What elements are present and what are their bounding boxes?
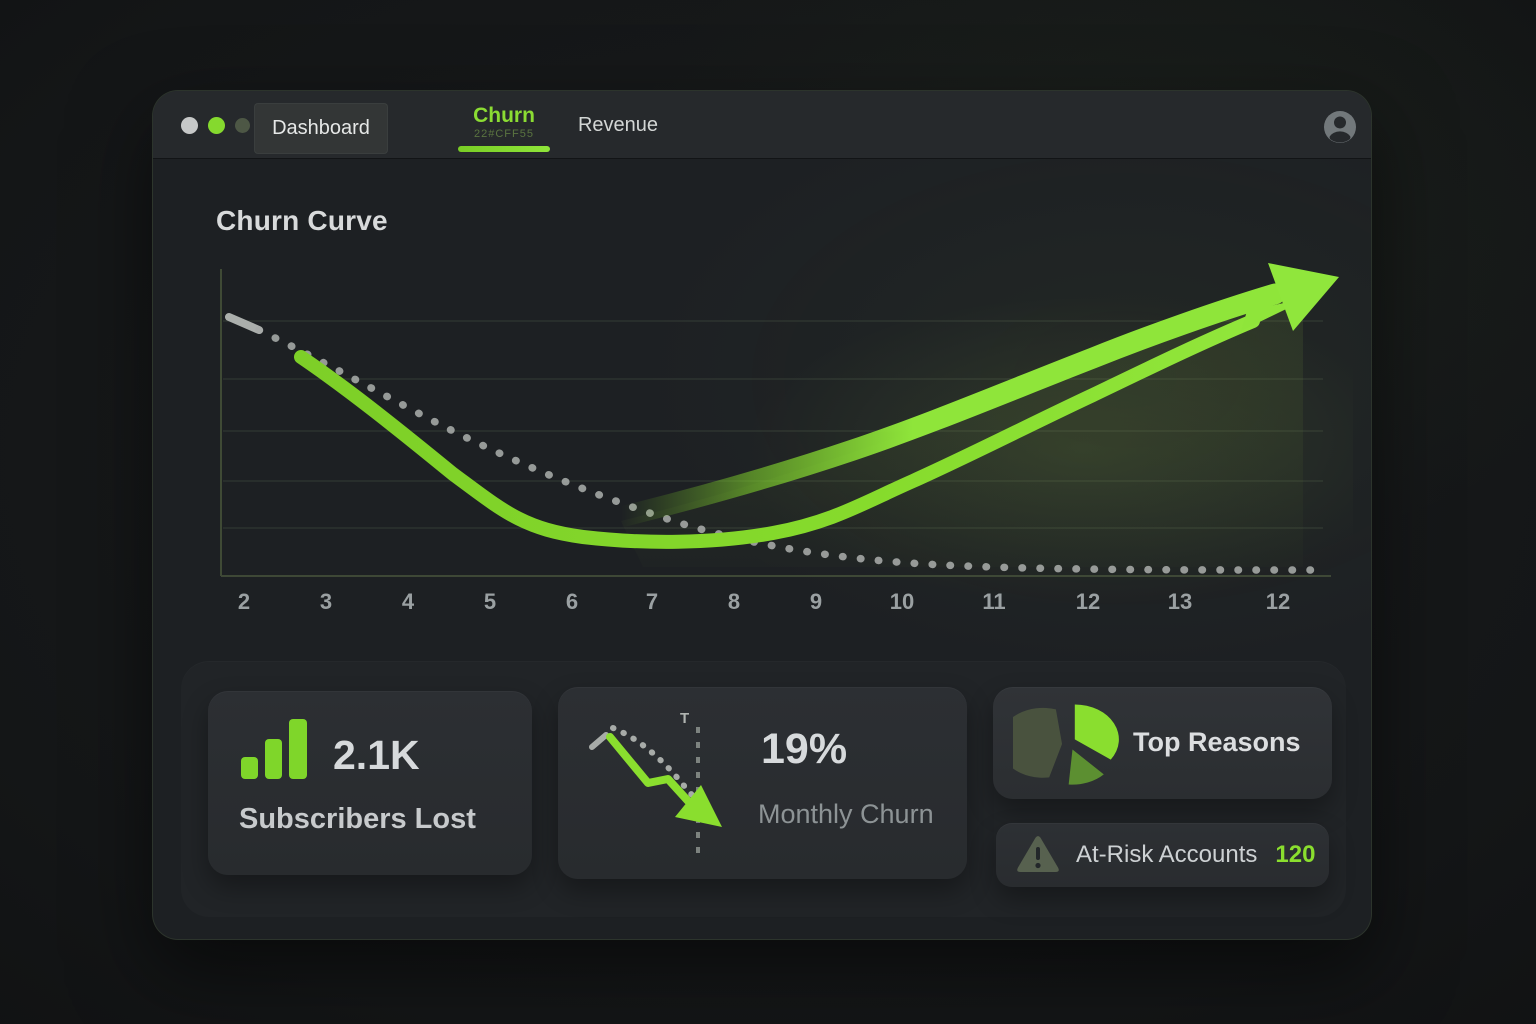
baseline-dotted-curve: [225, 313, 1325, 574]
user-avatar-icon: [1324, 111, 1356, 143]
active-tab-underline: [458, 146, 550, 152]
bar-chart-icon: [241, 719, 307, 779]
at-risk-accounts-card[interactable]: At-Risk Accounts 120: [996, 823, 1329, 887]
churn-curve-chart: 2 3 4 5 6 7 8 9 10 11 12 13 12: [220, 263, 1353, 614]
tab-churn-label: Churn: [473, 104, 535, 127]
window-dot-2-icon[interactable]: [208, 116, 225, 134]
monthly-churn-card: T 19% Monthly Churn: [558, 687, 967, 879]
churn-upper-curve: [610, 283, 1286, 528]
x-tick: 9: [810, 589, 822, 614]
x-tick: 4: [402, 589, 415, 614]
tab-dashboard[interactable]: Dashboard: [254, 103, 388, 154]
monthly-churn-label: Monthly Churn: [758, 799, 934, 829]
subscribers-lost-card: 2.1K Subscribers Lost: [208, 691, 532, 875]
subscribers-lost-label: Subscribers Lost: [239, 803, 476, 835]
tab-churn-sublabel: 22#CFF55: [474, 128, 534, 140]
x-tick: 12: [1076, 589, 1100, 614]
at-risk-label: At-Risk Accounts: [1076, 841, 1258, 868]
x-tick: 3: [320, 589, 332, 614]
tab-churn[interactable]: Churn 22#CFF55: [439, 91, 569, 159]
x-tick: 11: [982, 589, 1005, 614]
titlebar: Dashboard Churn 22#CFF55 Revenue: [153, 91, 1371, 159]
x-tick: 5: [484, 589, 496, 614]
x-tick-labels: 2 3 4 5 6 7 8 9 10 11 12 13 12: [238, 589, 1290, 614]
at-risk-value: 120: [1275, 841, 1316, 868]
page-title: Churn Curve: [216, 205, 388, 236]
stats-panel: 2.1K Subscribers Lost T 19% Monthly Chur…: [181, 661, 1346, 917]
pie-chart-icon: [1013, 704, 1119, 785]
x-tick: 10: [890, 589, 914, 614]
under-curve-fill: [621, 297, 1303, 567]
x-tick: 13: [1168, 589, 1192, 614]
tab-revenue[interactable]: Revenue: [553, 91, 683, 159]
x-tick: 7: [646, 589, 658, 614]
trend-down-arrow-icon: T: [589, 710, 722, 857]
app-window: Dashboard Churn 22#CFF55 Revenue Churn C…: [152, 90, 1372, 940]
user-avatar[interactable]: [1323, 110, 1357, 144]
tab-dashboard-label: Dashboard: [272, 117, 370, 139]
warning-icon: [1017, 836, 1059, 872]
window-controls: [181, 91, 250, 159]
top-reasons-label: Top Reasons: [1133, 727, 1301, 757]
x-tick: 8: [728, 589, 740, 614]
window-dot-1-icon[interactable]: [181, 116, 198, 134]
x-tick: 2: [238, 589, 250, 614]
churn-main-curve: [294, 314, 1260, 549]
x-tick: 6: [566, 589, 578, 614]
trend-arrowhead-icon: [1268, 263, 1339, 331]
x-tick: 12: [1266, 589, 1290, 614]
tab-revenue-label: Revenue: [577, 113, 659, 136]
icon-t-label: T: [680, 710, 689, 727]
window-dot-3-icon[interactable]: [235, 117, 250, 133]
monthly-churn-value: 19%: [761, 725, 848, 773]
top-reasons-card[interactable]: Top Reasons: [993, 687, 1332, 799]
subscribers-lost-value: 2.1K: [333, 732, 420, 778]
